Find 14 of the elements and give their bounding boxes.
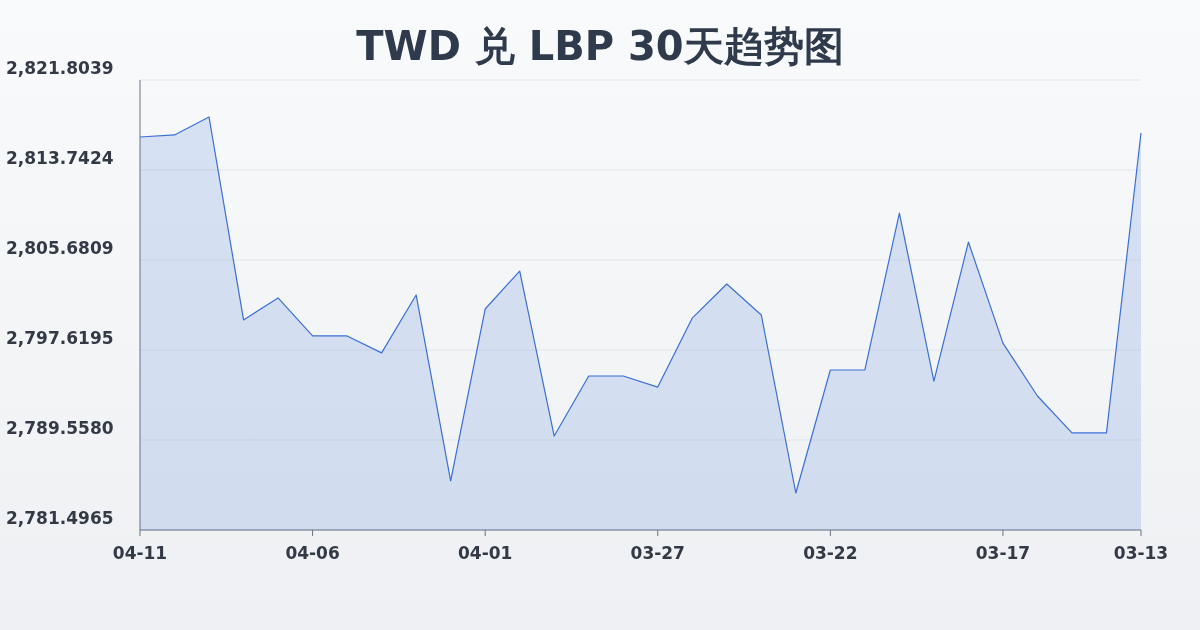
x-tick-label: 03-27 bbox=[630, 543, 685, 563]
y-tick-label: 2,805.6809 bbox=[6, 238, 114, 258]
x-tick-label: 04-01 bbox=[457, 543, 513, 563]
x-tick-label: 03-13 bbox=[1113, 543, 1169, 563]
x-tick-label: 04-06 bbox=[285, 543, 340, 563]
x-tick-label: 03-17 bbox=[975, 543, 1031, 563]
y-tick-label: 2,813.7424 bbox=[6, 148, 114, 168]
y-tick-label: 2,789.5580 bbox=[6, 418, 114, 438]
chart-title: TWD 兑 LBP 30天趋势图 bbox=[356, 23, 844, 69]
x-tick-label: 04-11 bbox=[112, 543, 168, 563]
x-tick-label: 03-22 bbox=[803, 543, 858, 563]
y-tick-label: 2,797.6195 bbox=[6, 328, 114, 348]
y-tick-label: 2,781.4965 bbox=[6, 508, 114, 528]
y-tick-label: 2,821.8039 bbox=[6, 58, 114, 78]
